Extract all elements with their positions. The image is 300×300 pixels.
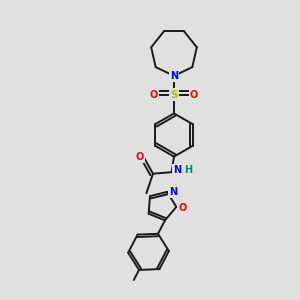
Text: N: N <box>169 187 178 197</box>
Text: O: O <box>136 152 144 162</box>
Text: S: S <box>170 89 178 100</box>
Text: O: O <box>190 89 198 100</box>
Text: N: N <box>173 165 182 175</box>
Text: O: O <box>178 203 187 213</box>
Text: O: O <box>150 89 158 100</box>
Text: H: H <box>184 165 192 175</box>
Text: N: N <box>170 71 178 81</box>
